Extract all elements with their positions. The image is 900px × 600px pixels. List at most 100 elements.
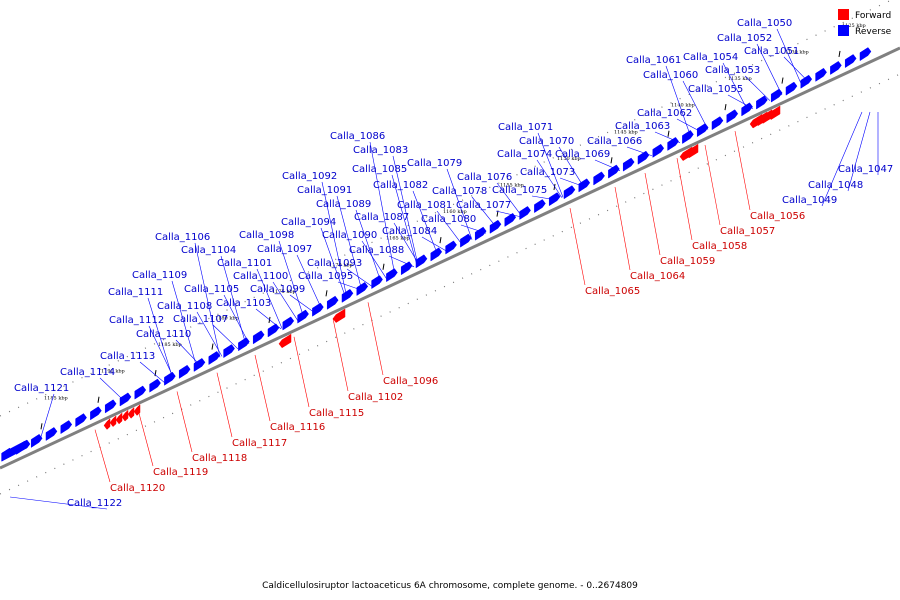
reverse-gene-glyph — [785, 81, 798, 96]
gene-labels: Calla_1047 Calla_1048 Calla_1049 Calla_1050… — [14, 18, 893, 509]
reverse-gene-glyph — [386, 268, 398, 283]
gene-leader-line — [293, 336, 310, 408]
gene-label-calla-1063: Calla_1063 — [615, 121, 670, 132]
gene-label-calla-1087: Calla_1087 — [354, 212, 409, 223]
gene-label-calla-1051: Calla_1051 — [744, 46, 799, 57]
gene-label-calla-1118: Calla_1118 — [192, 453, 247, 464]
kbp-tick — [325, 290, 328, 297]
gene-label-calla-1096: Calla_1096 — [383, 376, 438, 387]
gene-leader-line — [847, 111, 871, 192]
gene-label-calla-1062: Calla_1062 — [637, 108, 692, 119]
gene-label-calla-1086: Calla_1086 — [330, 131, 385, 142]
gene-leader-line — [665, 65, 692, 138]
gene-leader-line — [194, 242, 221, 358]
gene-leader-line — [147, 297, 174, 380]
gene-label-calla-1048: Calla_1048 — [808, 180, 863, 191]
gene-label-calla-1113: Calla_1113 — [100, 351, 155, 362]
gene-label-calla-1100: Calla_1100 — [233, 271, 288, 282]
gene-leader-line — [537, 132, 564, 198]
reverse-gene-glyph — [519, 206, 531, 220]
kbp-tick-label: 1170 kbp — [329, 262, 353, 268]
gene-label-calla-1052: Calla_1052 — [717, 33, 772, 44]
gene-label-calla-1112: Calla_1112 — [109, 315, 164, 326]
gene-label-calla-1083: Calla_1083 — [353, 145, 408, 156]
gene-label-calla-1073: Calla_1073 — [520, 167, 575, 178]
reverse-gene-glyph — [400, 261, 413, 276]
reverse-gene-glyph — [741, 102, 753, 117]
gene-label-calla-1109: Calla_1109 — [132, 270, 187, 281]
forward-gene-glyph — [759, 109, 773, 124]
gene-leader-line — [821, 111, 863, 207]
gene-leader-line — [216, 372, 233, 438]
kbp-tick-label: 1185 kbp — [44, 395, 68, 401]
gene-leader-line — [744, 75, 771, 101]
kbp-tick-label: 1190 kbp — [101, 369, 125, 375]
gene-leader-line — [776, 28, 803, 86]
reverse-gene-glyph — [1, 439, 31, 462]
gene-label-calla-1114: Calla_1114 — [60, 367, 115, 378]
reverse-gene-glyph — [297, 309, 309, 324]
gene-leader-line — [321, 181, 348, 299]
kbp-tick-label: 1150 kbp — [557, 156, 581, 162]
gene-label-calla-1104: Calla_1104 — [181, 245, 236, 256]
gene-leader-line — [171, 280, 198, 369]
reverse-gene-glyph — [770, 88, 783, 103]
forward-gene-glyph — [767, 105, 781, 120]
gene-label-calla-1053: Calla_1053 — [705, 65, 760, 76]
reverse-gene-glyph — [548, 192, 561, 207]
reverse-gene-glyph — [223, 344, 235, 359]
reverse-gene-glyph — [830, 61, 842, 75]
legend-reverse-label: Reverse — [855, 27, 892, 37]
gene-leader-line — [336, 195, 363, 292]
gene-label-calla-1105: Calla_1105 — [184, 284, 239, 295]
reverse-gene-glyph — [104, 399, 117, 414]
gene-leader-line — [734, 130, 751, 211]
gene-label-calla-1075: Calla_1075 — [492, 185, 547, 196]
reverse-gene-glyph — [696, 123, 709, 138]
gene-label-calla-1081: Calla_1081 — [397, 200, 452, 211]
reverse-gene-glyph — [164, 371, 176, 386]
kbp-tick-label: 1135 kbp — [728, 76, 752, 82]
reverse-gene-glyph — [356, 282, 369, 296]
gene-leader-line — [644, 172, 661, 256]
legend-forward-label: Forward — [855, 11, 891, 21]
reverse-gene-glyph — [563, 185, 576, 200]
gene-label-calla-1110: Calla_1110 — [136, 329, 191, 340]
gene-leader-line — [392, 155, 419, 266]
kbp-tick-label: 1155 kbp — [500, 183, 524, 189]
reverse-gene-glyph — [60, 420, 73, 435]
gene-leader-line — [256, 268, 283, 329]
kbp-tick-label: 1130 kbp — [785, 50, 809, 56]
gene-leader-line — [682, 80, 709, 130]
reverse-gene-glyph — [504, 212, 517, 227]
gene-leader-line — [446, 168, 473, 240]
gene-label-calla-1103: Calla_1103 — [216, 298, 271, 309]
reverse-gene-glyph — [252, 330, 265, 345]
reverse-gene-glyph — [415, 254, 428, 269]
gene-leader-line — [391, 174, 418, 266]
kbp-tick-label: 1140 kbp — [671, 103, 695, 109]
gene-leader-line — [254, 354, 271, 422]
reverse-gene-glyph — [134, 385, 147, 400]
reverse-gene-glyph — [90, 406, 102, 421]
legend-forward-swatch — [838, 9, 849, 20]
gene-label-calla-1065: Calla_1065 — [585, 286, 640, 297]
reverse-gene-glyph — [445, 240, 457, 255]
legend: Forward Reverse — [838, 9, 892, 37]
reverse-gene-glyph — [474, 226, 487, 241]
gene-label-calla-1071: Calla_1071 — [498, 122, 553, 133]
gene-label-calla-1084: Calla_1084 — [382, 226, 437, 237]
gene-label-calla-1116: Calla_1116 — [270, 422, 325, 433]
gene-leader-line — [756, 43, 783, 96]
reverse-gene-glyph — [711, 116, 724, 131]
gene-label-calla-1078: Calla_1078 — [432, 186, 487, 197]
reverse-gene-glyph — [637, 150, 650, 165]
gene-leader-line — [320, 227, 347, 299]
reverse-gene-glyph — [682, 130, 694, 145]
gene-label-calla-1054: Calla_1054 — [683, 52, 738, 63]
reverse-gene-glyph — [238, 337, 250, 352]
kbp-tick-label: 1175 kbp — [272, 289, 296, 295]
gene-label-calla-1059: Calla_1059 — [660, 256, 715, 267]
gene-glyphs — [1, 47, 872, 462]
